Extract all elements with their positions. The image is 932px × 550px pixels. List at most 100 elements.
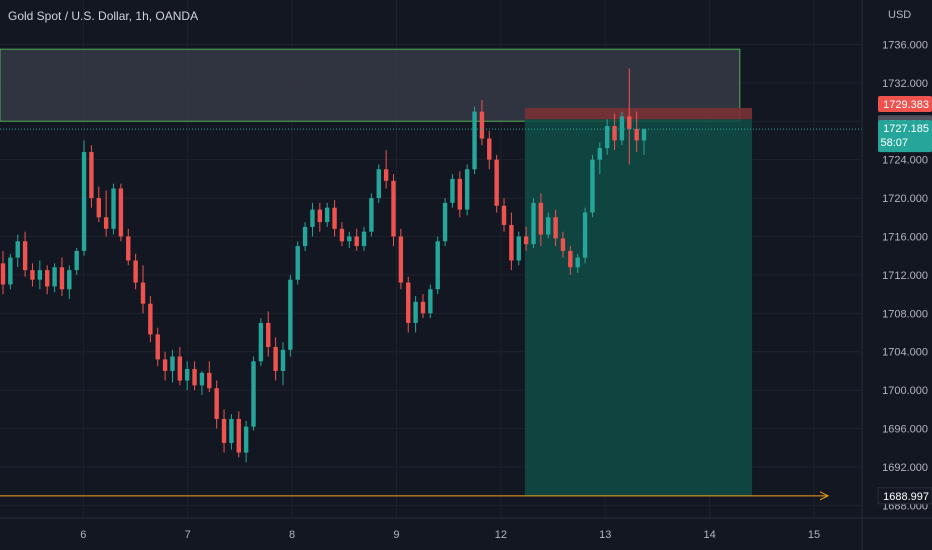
candle-body-up: [288, 279, 293, 350]
candle-body-up: [74, 250, 79, 271]
candle-body-down: [192, 369, 197, 386]
candle-body-down: [162, 359, 168, 371]
candle-body-down: [560, 238, 566, 251]
candle-body-down: [501, 205, 507, 225]
currency-label: USD: [888, 9, 911, 21]
candle-body-up: [531, 202, 536, 245]
candle-body-down: [273, 346, 278, 371]
candle-body-up: [199, 372, 205, 386]
price-tick-label: 1692.000: [882, 462, 928, 474]
candle-body-down: [332, 207, 337, 229]
candle-body-up: [295, 246, 300, 280]
candle-body-down: [236, 418, 241, 453]
candle-body-down: [509, 224, 514, 261]
candle-body-down: [214, 388, 219, 419]
time-tick-label: 15: [808, 529, 820, 541]
candle-body-down: [406, 282, 411, 323]
candles: [0, 68, 647, 463]
candle-body-up: [302, 226, 308, 247]
time-tick-label: 13: [599, 529, 611, 541]
last-price-badge: 1727.185: [883, 123, 929, 135]
candle-body-up: [582, 212, 588, 258]
candle-body-up: [472, 111, 477, 170]
candle-body-down: [479, 111, 485, 139]
time-tick-label: 8: [289, 529, 295, 541]
candle-body-down: [133, 260, 138, 283]
target-price-badge: 1688.997: [883, 491, 929, 503]
candle-body-up: [8, 257, 13, 285]
price-tick-label: 1716.000: [882, 231, 928, 243]
candle-body-up: [280, 349, 286, 371]
price-tick-label: 1704.000: [882, 347, 928, 359]
last-price-badge-bg: [878, 120, 932, 153]
candle-body-down: [383, 169, 389, 181]
candle-body-up: [464, 169, 470, 210]
candle-body-up: [546, 217, 551, 235]
candle-body-down: [148, 303, 153, 335]
time-tick-label: 12: [495, 529, 507, 541]
candle-body-down: [420, 301, 426, 314]
candle-body-down: [0, 263, 6, 285]
candle-body-up: [604, 126, 610, 149]
drawing-zones[interactable]: [0, 48, 753, 496]
candle-body-down: [155, 334, 160, 360]
candle-body-down: [627, 116, 632, 129]
time-axis[interactable]: 6 7 8 9 12 13 14 15: [80, 529, 820, 541]
price-tick-label: 1732.000: [882, 78, 928, 90]
time-tick-label: 6: [80, 529, 86, 541]
candle-body-down: [126, 236, 131, 261]
candle-body-up: [251, 361, 256, 427]
candle-body-down: [457, 178, 463, 210]
price-tick-label: 1712.000: [882, 270, 928, 282]
symbol-title: Gold Spot / U.S. Dollar, 1h, OANDA: [8, 9, 198, 23]
candle-body-up: [641, 128, 647, 141]
candle-body-up: [376, 169, 381, 199]
stop-loss-zone[interactable]: [524, 107, 753, 120]
candle-body-down: [494, 159, 499, 206]
candle-body-up: [369, 198, 374, 232]
candle-body-down: [317, 209, 323, 223]
candle-body-down: [568, 250, 573, 268]
candle-body-down: [118, 188, 124, 237]
candle-body-down: [266, 322, 271, 347]
candle-body-down: [103, 217, 109, 229]
candle-body-up: [243, 426, 249, 453]
candle-body-up: [361, 231, 367, 247]
take-profit-zone[interactable]: [524, 119, 753, 496]
candle-body-down: [487, 138, 492, 160]
candle-body-down: [89, 151, 94, 199]
support-arrow-icon: [819, 491, 830, 501]
candle-body-down: [45, 270, 50, 287]
time-tick-label: 7: [185, 529, 191, 541]
candle-body-up: [590, 159, 595, 213]
candle-body-up: [516, 236, 521, 261]
price-axis[interactable]: 1736.0001732.0001728.0001724.0001720.000…: [882, 39, 928, 512]
candle-body-down: [207, 372, 212, 389]
candle-body-down: [140, 282, 146, 304]
target-price-badge-bg: [878, 487, 932, 504]
candle-body-down: [538, 202, 544, 235]
candle-body-up: [229, 418, 234, 443]
stop-price-badge: 1729.383: [883, 99, 929, 111]
candle-body-down: [177, 356, 183, 381]
candle-body-down: [22, 241, 28, 271]
price-tick-label: 1688.000: [882, 500, 928, 512]
candle-body-up: [347, 236, 352, 242]
time-tick-label: 9: [393, 529, 399, 541]
candle-body-up: [442, 202, 448, 242]
candle-body-up: [111, 188, 116, 229]
candle-body-up: [258, 322, 264, 362]
candle-body-down: [391, 180, 396, 237]
price-tick-label: 1708.000: [882, 308, 928, 320]
candle-body-up: [450, 178, 455, 203]
candle-body-down: [30, 270, 35, 280]
candle-body-up: [575, 257, 580, 268]
price-tick-label: 1724.000: [882, 155, 928, 167]
candle-body-up: [185, 369, 190, 381]
time-tick-label: 14: [703, 529, 715, 541]
candle-body-down: [398, 236, 404, 283]
candle-body-down: [339, 228, 345, 242]
